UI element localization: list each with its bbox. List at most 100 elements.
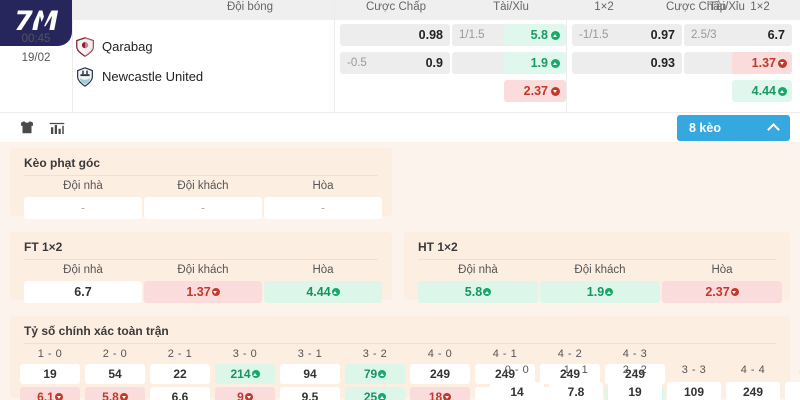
score-cell[interactable]: 249 [410, 364, 470, 384]
odds-handicap-g2-r2[interactable]: 0.93 [572, 52, 682, 74]
ht-home-odds: 5.8 [464, 285, 483, 299]
team-name: Qarabag [102, 39, 153, 54]
trend-down-icon [730, 288, 739, 296]
score-col-header: 4 - 4 [740, 364, 766, 376]
kickoff-date: 19/02 [21, 52, 51, 64]
score-value: 22 [173, 367, 187, 381]
ht-home-value[interactable]: 5.8 [418, 281, 538, 303]
trend-up-icon [605, 288, 614, 296]
ou-line: 2.5/3 [691, 29, 717, 41]
score-cell[interactable]: 109 [667, 382, 721, 400]
handicap-value: 0.93 [650, 56, 675, 70]
ft-draw-value[interactable]: 4.44 [264, 281, 382, 303]
odds-value: 1.9 [530, 56, 548, 70]
keo-count-toggle-button[interactable]: 8 kèo [677, 115, 790, 141]
column-header-handicap-2: Cược Chấp [666, 1, 726, 13]
score-cell[interactable]: 11 [785, 382, 800, 400]
divider-team-odds [334, 0, 335, 112]
trend-up-icon [251, 370, 260, 378]
score-cell[interactable]: 54 [85, 364, 145, 384]
score-cell[interactable]: 9 [215, 387, 275, 400]
col-header-away: Đội khách [574, 264, 626, 276]
score-cell[interactable]: 79 [345, 364, 405, 384]
trend-up-icon [483, 288, 492, 296]
corner-home-value[interactable]: - [24, 197, 142, 219]
score-cell[interactable]: 7.8 [549, 382, 603, 400]
score-col-header: 4 - 1 [492, 348, 518, 360]
score-value: 249 [494, 367, 516, 381]
stats-bar-chart-icon[interactable] [48, 119, 66, 137]
handicap-value: 0.9 [425, 56, 443, 70]
score-cell[interactable]: 6.6 [150, 387, 210, 400]
score-cell[interactable]: 249 [605, 364, 665, 384]
odds-value: 5.8 [530, 28, 548, 42]
score-cell[interactable]: 19 [20, 364, 80, 384]
ht-away-value[interactable]: 1.9 [540, 281, 660, 303]
score-value: 19 [628, 385, 642, 399]
score-value: 9.5 [301, 390, 319, 400]
ft-away-odds: 1.37 [186, 285, 211, 299]
trend-down-icon [778, 59, 787, 68]
score-value: 249 [429, 367, 451, 381]
odds-handicap-g1-r2[interactable]: -0.5 0.9 [340, 52, 450, 74]
qarabag-crest-icon [74, 36, 96, 58]
score-cell[interactable]: 214 [215, 364, 275, 384]
card-title: Tỷ số chính xác toàn trận [24, 324, 169, 338]
ft-home-value[interactable]: 6.7 [24, 281, 142, 303]
odds-value: 2.37 [523, 84, 548, 98]
card-title: Kèo phạt góc [24, 156, 101, 170]
odds-1x2-g1-r1[interactable]: 5.8 [504, 24, 566, 46]
odds-1x2-g2-r1[interactable]: 6.7 [732, 24, 792, 46]
ht-draw-odds: 2.37 [705, 285, 730, 299]
score-value: 9 [237, 390, 244, 400]
score-value: 5.8 [102, 390, 119, 400]
odds-1x2-g2-r2[interactable]: 1.37 [732, 52, 792, 74]
odds-handicap-g1-r1[interactable]: 0.98 [340, 24, 450, 46]
score-cell[interactable]: 5.8 [85, 387, 145, 400]
7m-logo[interactable]: 7M [0, 0, 72, 46]
score-cell[interactable]: 6.1 [20, 387, 80, 400]
card-divider [24, 343, 776, 344]
score-col-header: 3 - 1 [297, 348, 323, 360]
score-col-header: 1 - 0 [37, 348, 63, 360]
score-cell[interactable]: 22 [150, 364, 210, 384]
score-value: 25 [363, 390, 378, 400]
col-header-draw: Hòa [312, 180, 334, 192]
score-value: 249 [624, 367, 646, 381]
trend-down-icon [54, 393, 63, 400]
score-cell[interactable]: 94 [280, 364, 340, 384]
score-cell[interactable]: 249 [726, 382, 780, 400]
score-cell[interactable]: 9.5 [280, 387, 340, 400]
score-cell[interactable]: 249 [475, 364, 535, 384]
odds-handicap-g2-r1[interactable]: -1/1.5 0.97 [572, 24, 682, 46]
score-value: 14 [510, 385, 524, 399]
score-value: 19 [43, 367, 57, 381]
trend-up-icon [551, 59, 560, 68]
corner-draw-value[interactable]: - [264, 197, 382, 219]
odds-1x2-g2-r3[interactable]: 4.44 [732, 80, 792, 102]
trend-down-icon [443, 393, 452, 400]
ft-home-odds: 6.7 [74, 285, 92, 299]
col-header-draw: Hòa [312, 264, 334, 276]
odds-1x2-g1-r2[interactable]: 1.9 [504, 52, 566, 74]
ht-draw-value[interactable]: 2.37 [662, 281, 782, 303]
col-header-home: Đội nhà [63, 180, 103, 192]
corner-market-card: Kèo phạt góc Đội nhà Đội khách Hòa - - - [10, 148, 392, 219]
corner-away-value[interactable]: - [144, 197, 262, 219]
score-cell[interactable]: 19 [608, 382, 662, 400]
ht-1x2-market-card: HT 1×2 Đội nhà Đội khách Hòa 5.8 1.9 2.3… [404, 232, 790, 303]
ft-away-value[interactable]: 1.37 [144, 281, 262, 303]
score-cell[interactable]: 249 [540, 364, 600, 384]
score-cell[interactable]: 18 [410, 387, 470, 400]
score-cell[interactable]: 25 [345, 387, 405, 400]
column-header-1x2-2: 1×2 [750, 1, 770, 13]
odds-1x2-g1-r3[interactable]: 2.37 [504, 80, 566, 102]
divider-time-team [72, 0, 73, 112]
jersey-icon[interactable] [18, 119, 36, 137]
score-col-header: 1 - 1 [563, 364, 589, 376]
column-header-over-under-2: Tài/Xỉu [709, 1, 745, 13]
score-cell[interactable]: 14 [490, 382, 544, 400]
handicap-line: -0.5 [347, 57, 367, 69]
column-header-over-under-1: Tài/Xỉu [493, 1, 529, 13]
col-header-home: Đội nhà [458, 264, 498, 276]
